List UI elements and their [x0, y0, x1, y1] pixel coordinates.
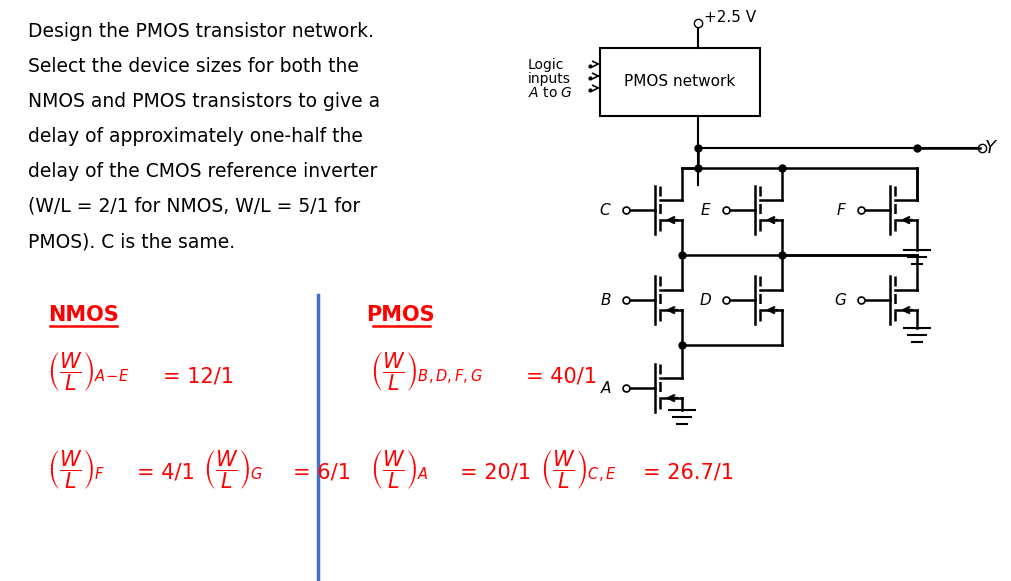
- Text: PMOS: PMOS: [366, 305, 435, 325]
- Text: $\left(\dfrac{W}{L}\right)_{G}$: $\left(\dfrac{W}{L}\right)_{G}$: [203, 448, 264, 491]
- Text: PMOS). C is the same.: PMOS). C is the same.: [28, 232, 236, 251]
- Text: $Y$: $Y$: [984, 139, 998, 157]
- Text: = 26.7/1: = 26.7/1: [643, 463, 734, 483]
- Text: $\left(\dfrac{W}{L}\right)_{F}$: $\left(\dfrac{W}{L}\right)_{F}$: [47, 448, 105, 491]
- Text: delay of the CMOS reference inverter: delay of the CMOS reference inverter: [28, 162, 377, 181]
- Text: delay of approximately one-half the: delay of approximately one-half the: [28, 127, 363, 146]
- Text: $G$: $G$: [834, 292, 847, 308]
- Text: $\left(\dfrac{W}{L}\right)_{A\!-\!E}$: $\left(\dfrac{W}{L}\right)_{A\!-\!E}$: [47, 350, 129, 393]
- Text: = 12/1: = 12/1: [163, 367, 234, 387]
- Text: $A$ to $G$: $A$ to $G$: [528, 86, 573, 100]
- Text: $E$: $E$: [701, 202, 712, 218]
- Text: Select the device sizes for both the: Select the device sizes for both the: [28, 57, 359, 76]
- Text: NMOS and PMOS transistors to give a: NMOS and PMOS transistors to give a: [28, 92, 380, 111]
- Text: inputs: inputs: [528, 72, 571, 86]
- Bar: [600, 48, 760, 116]
- Text: PMOS network: PMOS network: [625, 74, 736, 89]
- Text: Logic: Logic: [528, 58, 564, 72]
- Text: $B$: $B$: [601, 292, 612, 308]
- Text: $D$: $D$: [699, 292, 712, 308]
- Text: Design the PMOS transistor network.: Design the PMOS transistor network.: [28, 22, 374, 41]
- Text: NMOS: NMOS: [48, 305, 118, 325]
- Text: $\left(\dfrac{W}{L}\right)_{B,D,F,G}$: $\left(\dfrac{W}{L}\right)_{B,D,F,G}$: [370, 350, 483, 393]
- Text: $F$: $F$: [836, 202, 847, 218]
- Text: = 20/1: = 20/1: [460, 463, 531, 483]
- Text: $\left(\dfrac{W}{L}\right)_{A}$: $\left(\dfrac{W}{L}\right)_{A}$: [370, 448, 429, 491]
- Text: = 6/1: = 6/1: [293, 463, 351, 483]
- Text: $A$: $A$: [600, 380, 612, 396]
- Text: +2.5 V: +2.5 V: [704, 9, 756, 24]
- Text: $C$: $C$: [600, 202, 612, 218]
- Text: = 4/1: = 4/1: [137, 463, 195, 483]
- Text: = 40/1: = 40/1: [526, 367, 598, 387]
- Text: (W/L = 2/1 for NMOS, W/L = 5/1 for: (W/L = 2/1 for NMOS, W/L = 5/1 for: [28, 197, 360, 216]
- Text: $\left(\dfrac{W}{L}\right)_{C,E}$: $\left(\dfrac{W}{L}\right)_{C,E}$: [540, 448, 617, 491]
